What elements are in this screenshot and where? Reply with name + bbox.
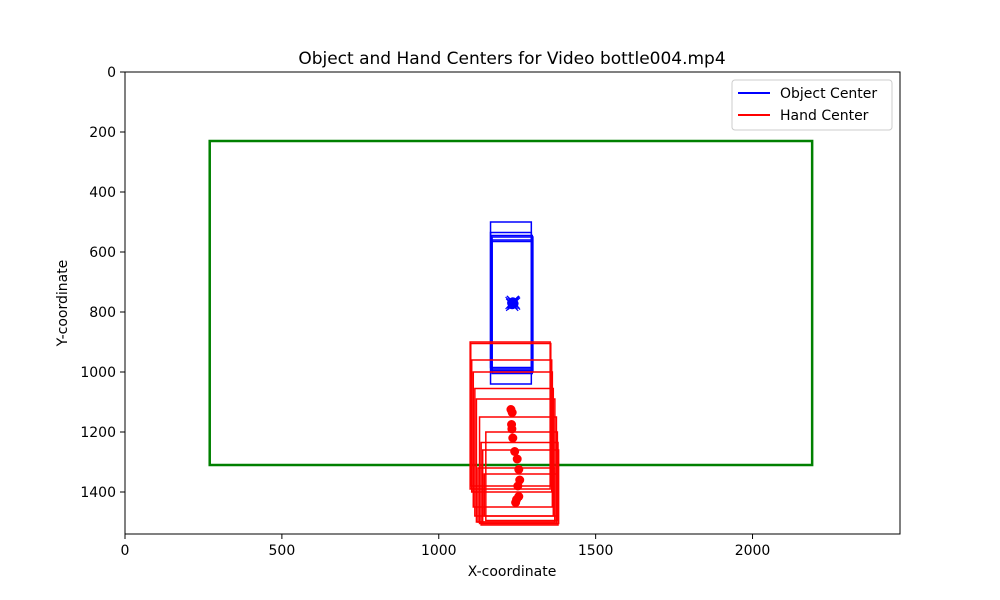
hand-center-point [510,447,520,456]
object-center-box [490,239,533,370]
legend: Object Center Hand Center [731,79,893,131]
object-center-point [508,297,518,307]
x-tick-label: 1000 [421,543,457,559]
y-tick-label: 1000 [80,365,116,381]
chart-title: Object and Hand Centers for Video bottle… [298,49,725,69]
hand-center-point [508,433,518,443]
x-axis: 0 500 1000 1500 2000 [121,534,771,559]
y-tick-label: 1400 [80,485,116,501]
y-axis: 0 200 400 600 800 1000 1200 1400 [80,65,125,501]
frame-box [208,139,814,467]
y-tick-label: 0 [107,65,116,81]
y-tick-label: 200 [89,125,116,141]
y-tick-label: 1200 [80,425,116,441]
hand-center-box [470,342,552,487]
legend-box [731,79,893,131]
y-tick-label: 400 [89,185,116,201]
plot-area [208,139,814,526]
legend-label: Object Center [780,86,877,102]
hand-center-box [472,371,554,508]
y-tick-label: 800 [89,305,116,321]
hand-center-point [507,424,517,434]
x-tick-label: 1500 [578,543,614,559]
axes-frame [124,71,901,535]
x-tick-label: 0 [121,543,130,559]
hand-center-point [512,454,522,464]
x-tick-label: 2000 [735,543,771,559]
hand-center-point [513,481,523,491]
hand-center-point [511,498,521,507]
y-axis-label: Y-coordinate [55,260,71,348]
x-axis-label: X-coordinate [468,564,557,580]
hand-center-box [483,473,559,517]
legend-label: Hand Center [780,108,869,124]
x-tick-label: 500 [269,543,296,559]
hand-center-point [514,465,524,474]
hand-center-point [507,408,517,417]
y-tick-label: 600 [89,245,116,261]
